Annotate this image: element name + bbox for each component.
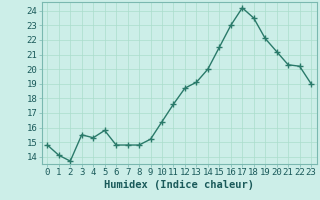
- X-axis label: Humidex (Indice chaleur): Humidex (Indice chaleur): [104, 180, 254, 190]
